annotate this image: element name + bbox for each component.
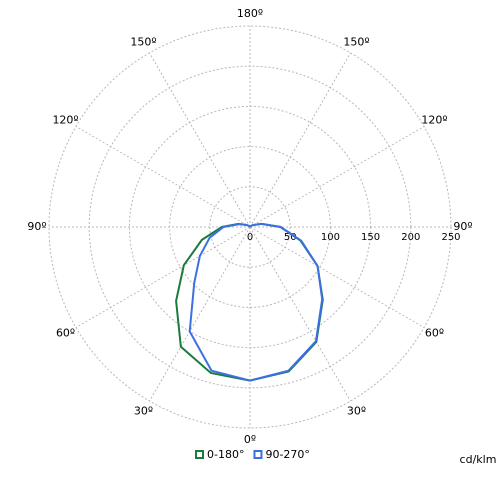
radial-tick-label: 150 bbox=[361, 232, 380, 243]
grid-spoke bbox=[249, 226, 425, 328]
unit-label: cd/klm bbox=[460, 453, 497, 466]
radial-tick-label: 200 bbox=[401, 232, 420, 243]
legend-label: 0-180° bbox=[207, 448, 244, 461]
angle-label: 0º bbox=[244, 433, 256, 446]
grid-spoke bbox=[149, 226, 251, 402]
angle-label: 60º bbox=[56, 327, 75, 340]
angle-label: 90º bbox=[27, 220, 46, 233]
grid-spoke bbox=[75, 226, 251, 328]
angle-label: 150º bbox=[343, 36, 369, 49]
radial-tick-label: 100 bbox=[321, 232, 340, 243]
grid-spoke bbox=[249, 226, 351, 402]
grid-spoke bbox=[249, 52, 351, 228]
radial-tick-label: 0 bbox=[247, 232, 253, 243]
legend-label: 90-270° bbox=[265, 448, 309, 461]
angle-label: 150º bbox=[130, 36, 156, 49]
grid-spoke bbox=[149, 52, 251, 228]
series-line bbox=[188, 222, 324, 382]
angle-label: 180º bbox=[237, 7, 263, 20]
radial-tick-label: 250 bbox=[441, 232, 460, 243]
angle-label: 90º bbox=[453, 220, 472, 233]
legend-swatch bbox=[195, 450, 204, 459]
angle-label: 30º bbox=[347, 404, 366, 417]
angle-label: 30º bbox=[134, 404, 153, 417]
angle-label: 120º bbox=[421, 114, 447, 127]
grid-spoke bbox=[75, 126, 251, 228]
radial-tick-label: 50 bbox=[284, 232, 297, 243]
angle-label: 120º bbox=[52, 114, 78, 127]
angle-label: 60º bbox=[425, 327, 444, 340]
legend-swatch bbox=[253, 450, 263, 459]
grid-spoke bbox=[249, 126, 425, 228]
